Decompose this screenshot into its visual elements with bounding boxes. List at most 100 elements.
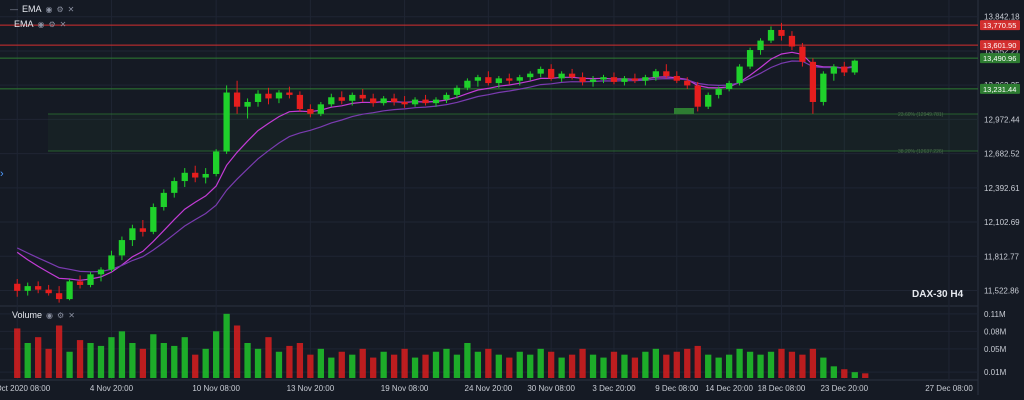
candle-up — [495, 78, 502, 84]
gear-icon[interactable]: ⚙ — [57, 310, 65, 320]
volume-bar — [610, 351, 618, 378]
candle-up — [432, 99, 440, 104]
eye-icon[interactable]: ◉ — [45, 4, 53, 14]
candle-down — [548, 68, 555, 79]
volume-bar — [757, 354, 764, 378]
candle-up — [767, 29, 775, 41]
candle-down — [694, 85, 701, 107]
price-tick-label: 13,552.27 — [984, 47, 1020, 56]
volume-tick-label: 0.11M — [984, 310, 1006, 319]
volume-bar — [55, 325, 63, 378]
volume-bar — [390, 354, 398, 378]
time-tick-label: 13 Nov 20:00 — [287, 384, 335, 393]
ema-indicator-label-2[interactable]: EMA ◉ ⚙ ✕ — [14, 19, 66, 29]
candle-up — [244, 101, 251, 107]
level-tags: 13,770.55 13,601.90 13,490.96 13,231.44 — [980, 20, 1020, 94]
volume-bar — [14, 328, 21, 378]
volume-bar — [233, 325, 241, 378]
fib-level-label: 38.20% (12637.226) — [898, 149, 944, 155]
candle-up — [589, 79, 597, 82]
volume-bar — [527, 354, 534, 378]
close-icon[interactable]: ✕ — [59, 19, 67, 29]
candle-up — [642, 77, 649, 81]
expand-panel-icon[interactable]: › — [0, 168, 4, 180]
candle-down — [663, 71, 670, 77]
volume-bar — [202, 348, 209, 378]
candle-down — [684, 80, 691, 86]
time-tick-label: 27 Dec 08:00 — [925, 384, 973, 393]
volume-tick-label: 0.08M — [984, 327, 1007, 336]
volume-bar — [213, 331, 220, 378]
volume-bar — [432, 351, 440, 378]
candle-up — [160, 192, 167, 208]
volume-bar — [296, 343, 304, 378]
volume-bar — [736, 348, 743, 378]
volume-indicator-label[interactable]: Volume ◉ ⚙ ✕ — [12, 310, 75, 320]
volume-bar — [485, 348, 492, 378]
candle-down — [307, 109, 314, 114]
volume-bar — [694, 345, 701, 378]
price-tick-label: 12,682.52 — [984, 150, 1020, 159]
candle-up — [328, 97, 335, 105]
gear-icon[interactable]: ⚙ — [56, 4, 64, 14]
volume-bar — [788, 351, 796, 378]
candle-up — [453, 87, 461, 95]
candle-up — [725, 83, 733, 89]
fib-level-label: 23.60% (12949.781) — [898, 112, 944, 118]
volume-bar — [830, 366, 837, 378]
candle-up — [150, 207, 157, 232]
candle-up — [736, 66, 743, 84]
volume-bar — [139, 348, 147, 378]
candle-up — [87, 274, 94, 285]
volume-bar — [495, 354, 502, 378]
candle-up — [24, 286, 31, 291]
close-icon[interactable]: ✕ — [68, 310, 75, 320]
ema-indicator-label-1[interactable]: — EMA ◉ ⚙ ✕ — [10, 4, 74, 14]
candle-up — [705, 94, 712, 107]
volume-bar — [715, 357, 722, 378]
axes: 13,842.1813,552.2713,262.3512,972.4412,6… — [0, 13, 1020, 393]
time-tick-label: 9 Dec 08:00 — [655, 384, 699, 393]
volume-bar — [453, 354, 461, 378]
volume-bar — [328, 357, 335, 378]
candle-up — [380, 98, 387, 104]
candle-up — [108, 255, 115, 270]
candle-down — [778, 29, 785, 36]
gear-icon[interactable]: ⚙ — [48, 19, 56, 29]
candle-down — [45, 289, 52, 294]
volume-bar — [129, 343, 136, 378]
level-price-tag — [980, 40, 1020, 51]
close-icon[interactable]: ✕ — [67, 4, 75, 14]
time-tick-label: 3 Dec 20:00 — [592, 384, 636, 393]
time-tick-label: 30 Oct 2020 08:00 — [0, 384, 51, 393]
candle-down — [286, 92, 293, 95]
eye-icon[interactable]: ◉ — [46, 310, 54, 320]
candle-up — [411, 99, 419, 105]
fib-zone-fill — [48, 114, 978, 151]
fib-anchor-marker — [674, 108, 694, 114]
candle-up — [317, 104, 324, 114]
candle-up — [851, 60, 858, 73]
volume-bar — [307, 354, 314, 378]
ema-label-2: EMA — [14, 19, 34, 29]
time-tick-label: 4 Nov 20:00 — [90, 384, 134, 393]
candle-down — [788, 35, 796, 47]
candle-up — [213, 151, 220, 174]
candle-down — [610, 77, 618, 82]
candle-up — [349, 94, 356, 101]
candle-down — [422, 99, 429, 104]
volume-label: Volume — [12, 310, 43, 320]
volume-bar — [223, 313, 230, 378]
eye-icon[interactable]: ◉ — [37, 19, 45, 29]
volume-bar — [778, 348, 785, 378]
time-tick-label: 14 Dec 20:00 — [705, 384, 753, 393]
volume-bar — [24, 343, 31, 378]
volume-bar — [631, 357, 639, 378]
candle-down — [139, 228, 147, 232]
volume-bar — [338, 351, 345, 378]
price-tick-label: 11,812.77 — [984, 252, 1020, 261]
level-price-tag — [980, 53, 1020, 64]
candle-up — [757, 40, 764, 51]
candle-up — [830, 66, 837, 74]
